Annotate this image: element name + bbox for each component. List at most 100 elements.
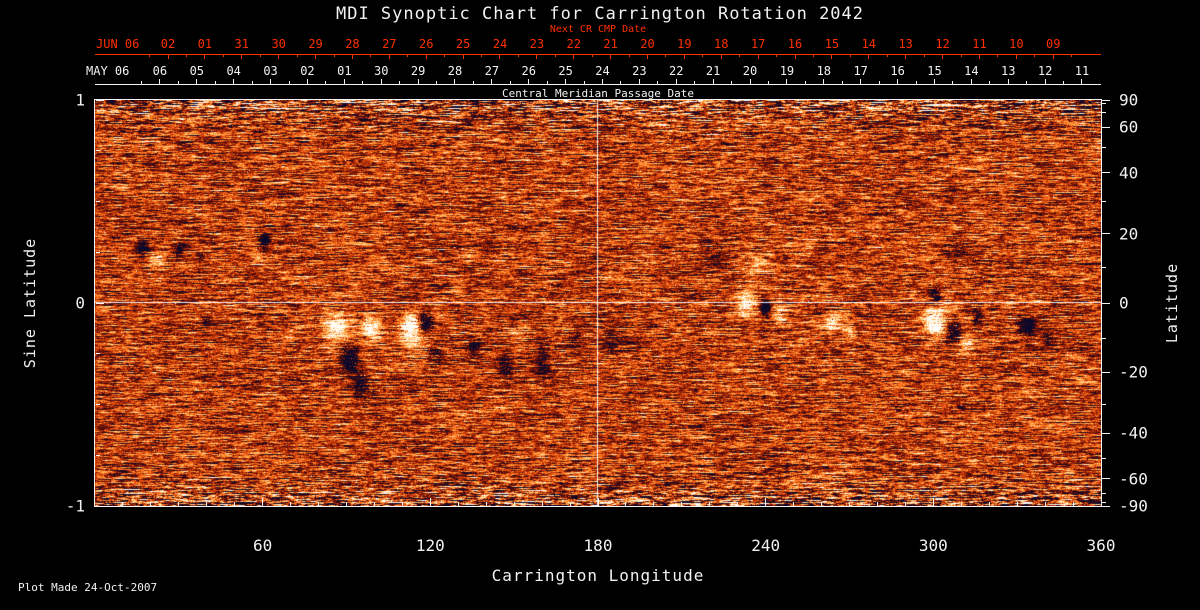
right-major-tick [1101,99,1110,101]
left-major-tick [96,505,104,507]
cmp-axis-tick [1007,79,1009,84]
red-axis-tick [499,54,501,59]
red-axis-tick [241,54,243,59]
red-date-label: 17 [750,37,766,51]
red-axis-minor-tick [370,54,372,57]
right-minor-tick [1101,111,1106,113]
plot-made-note: Plot Made 24-Oct-2007 [18,581,158,594]
x-minor-tick [876,502,878,506]
cmp-axis-tick [196,79,198,84]
x-major-tick [429,498,431,506]
red-date-label: 11 [972,37,987,51]
cmp-date-label: 18 [816,64,832,78]
red-date-label: 18 [714,37,729,51]
red-axis-minor-tick [149,54,151,57]
right-major-tick [1101,126,1110,128]
right-major-tick [1101,371,1110,373]
red-axis-minor-tick [776,54,778,57]
x-minor-tick [234,502,236,506]
red-axis-minor-tick [960,54,962,57]
x-tick-label: 60 [253,536,273,555]
x-minor-tick [346,502,347,506]
red-date-label: 14 [861,37,877,51]
x-major-tick [597,498,599,506]
cmp-axis-tick [491,79,493,84]
red-date-label: 16 [787,37,803,51]
right-axis-title: Latitude [1163,262,1181,344]
red-axis-tick [351,54,353,59]
cmp-axis-tick [712,79,714,84]
right-tick-label: 20 [1119,224,1139,244]
left-minor-tick [96,454,100,456]
red-date-label: 30 [271,37,286,51]
x-minor-tick [401,502,403,506]
cmp-date-label: 24 [595,64,610,78]
x-minor-tick [1072,502,1074,506]
cmp-axis-minor-tick [509,81,511,84]
left-tick-label: 1 [75,90,85,110]
red-axis-minor-tick [628,54,630,57]
red-axis-line [95,54,1101,55]
red-axis-minor-tick [1071,54,1073,57]
left-tick-label: 0 [75,293,85,313]
cmp-axis-tick [602,79,603,84]
cmp-date-label: 06 [152,64,168,78]
red-axis-tick [757,54,759,59]
right-tick-label: 60 [1119,117,1139,137]
cmp-axis-tick [233,79,235,84]
cmp-axis-minor-tick [362,81,364,84]
cmp-axis-tick [675,79,677,84]
right-major-tick [1101,302,1110,304]
right-tick-label: 90 [1119,90,1139,110]
red-date-label: 15 [824,37,840,51]
red-axis-tick [942,54,944,59]
red-axis-minor-tick [259,54,261,57]
cmp-date-label: 02 [300,64,315,78]
right-tick-label: 0 [1119,293,1129,313]
cmp-date-label: 16 [890,64,905,78]
red-axis-minor-tick [702,54,704,57]
red-axis-tick [167,54,169,59]
x-tick-label: 240 [751,536,781,555]
cmp-axis-tick [159,79,161,84]
x-minor-tick [1044,502,1046,506]
red-date-label: 29 [308,37,323,51]
cmp-month-label: MAY 06 [86,64,130,78]
cmp-date-label: 27 [484,64,500,78]
right-minor-tick [1101,337,1106,339]
red-date-label: 10 [1009,37,1024,51]
red-date-label: 31 [234,37,250,51]
x-minor-tick [457,502,459,506]
cmp-axis-tick [749,79,751,84]
red-axis-tick [315,54,317,59]
x-minor-tick [821,502,823,506]
x-minor-tick [541,502,543,506]
cmp-axis-minor-tick [841,81,843,84]
right-major-tick [1101,478,1110,480]
cmp-axis-minor-tick [915,81,917,84]
right-minor-tick [1101,502,1106,504]
red-axis-minor-tick [481,54,483,57]
cmp-axis-minor-tick [989,81,991,84]
cmp-axis-tick [565,79,567,84]
x-major-tick [765,498,767,506]
right-minor-tick [1101,102,1106,104]
x-minor-tick [737,502,739,506]
red-date-label: 13 [898,37,913,51]
right-tick-label: -20 [1119,362,1148,382]
red-axis-minor-tick [296,54,298,57]
x-minor-tick [709,502,711,506]
right-tick-label: -60 [1119,469,1148,489]
red-date-label: 01 [197,37,213,51]
red-axis-minor-tick [554,54,556,57]
right-minor-tick [1101,146,1106,148]
cmp-date-label: 14 [964,64,979,78]
cmp-axis-minor-tick [1026,81,1028,84]
cmp-date-label: 30 [373,64,389,78]
right-tick-label: -40 [1119,423,1148,443]
x-minor-tick [318,502,320,506]
x-minor-tick [485,502,487,506]
cmp-axis-tick [306,79,308,84]
x-major-tick [932,498,934,506]
red-date-label: 20 [640,37,655,51]
